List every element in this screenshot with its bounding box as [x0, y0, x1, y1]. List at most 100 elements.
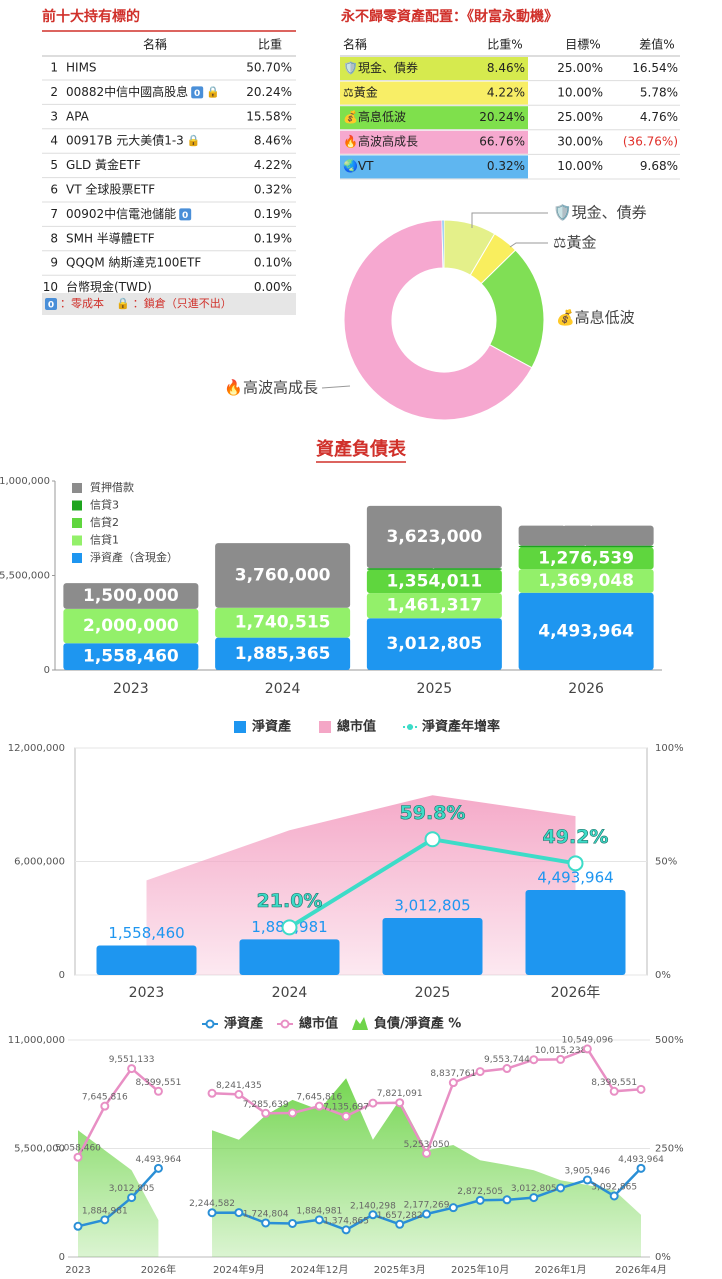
allocation-cell: 4.22% [487, 85, 525, 99]
allocation-cell: 🔥高波高成長 [343, 134, 418, 149]
line-point [207, 1088, 217, 1098]
x-tick-label: 2026年1月 [535, 1263, 587, 1276]
growth-label: 49.2% [543, 826, 609, 848]
x-tick-label: 2026年 [141, 1263, 176, 1276]
bar-segment [366, 593, 502, 619]
line-point [341, 1111, 351, 1121]
allocation-cell: 5.78% [640, 85, 678, 99]
bar [239, 939, 340, 975]
bar [525, 889, 626, 975]
lock-icon: 🔒 [187, 134, 201, 147]
bar-value-label: 3,623,000 [387, 527, 483, 547]
legend-label: 信貸2 [90, 515, 119, 529]
row-number: 4 [50, 134, 58, 148]
line-point [73, 1221, 83, 1231]
line-point [448, 1203, 458, 1213]
y-tick-label: 12,000,000 [8, 743, 65, 754]
y-tick-label: 0 [44, 665, 50, 676]
bar-value-label: 1,276,539 [538, 548, 634, 568]
legend-label: 淨資產 [224, 1016, 263, 1032]
leader-line [471, 212, 548, 228]
holding-weight: 8.46% [254, 134, 292, 148]
line-point [261, 1108, 271, 1118]
holding-name: APA [66, 109, 90, 123]
allocation-cell: 10.00% [557, 85, 603, 99]
line-point [636, 1084, 646, 1094]
donut-label: 💰高息低波 [556, 309, 635, 327]
holding-weight: 0.00% [254, 280, 292, 294]
line-point [207, 1208, 217, 1218]
point-label: 5,253,050 [404, 1140, 450, 1150]
point-label: 8,399,551 [136, 1078, 182, 1088]
legend-dot [205, 1019, 215, 1029]
donut-segment [441, 219, 445, 269]
x-tick-label: 2023 [65, 1265, 90, 1276]
point-label: 8,837,761 [430, 1069, 476, 1079]
donut-label: 🔥高波高成長 [224, 379, 318, 397]
line-point [556, 1183, 566, 1193]
holding-name: SMH 半導體ETF [66, 231, 155, 245]
holding-name: QQQM 納斯達克100ETF [66, 256, 201, 270]
line-point [567, 855, 584, 872]
bar-value-label: 3,760,000 [235, 565, 331, 585]
line-point [287, 1108, 297, 1118]
growth-label: 59.8% [400, 802, 466, 824]
line-point [609, 1191, 619, 1201]
allocation-cell: 💰高息低波 [343, 109, 406, 124]
point-label: 3,012,805 [511, 1184, 557, 1194]
line-point [582, 1044, 592, 1054]
holding-weight: 15.58% [246, 109, 292, 123]
line-point [475, 1067, 485, 1077]
legend-label: 總市值 [299, 1016, 338, 1032]
bar-value-label: 1,558,460 [83, 647, 179, 667]
row-number: 8 [50, 231, 58, 245]
legend-label: 淨資產 [252, 719, 291, 735]
point-label: 1,884,981 [82, 1206, 128, 1216]
row-highlight [340, 130, 528, 154]
column-header: 差值% [639, 37, 674, 52]
bar-segment [518, 525, 654, 546]
y2-tick-label: 500% [655, 1035, 684, 1046]
bar [382, 918, 483, 975]
holding-weight: 0.19% [254, 231, 292, 245]
row-highlight [340, 81, 528, 105]
y-tick-label: 11,000,000 [0, 476, 50, 487]
line-point [609, 1086, 619, 1096]
bar-segment [366, 568, 502, 570]
bar-segment [63, 583, 199, 609]
donut-label: ⚖黃金 [553, 234, 596, 252]
holding-name: HIMS [66, 61, 97, 75]
bar-value-label: 1,461,317 [387, 596, 483, 616]
x-tick-label: 2025年10月 [451, 1263, 509, 1276]
legend-swatch [352, 1017, 369, 1030]
holding-name: VT 全球股票ETF [66, 182, 155, 197]
legend-swatch [72, 518, 82, 528]
line-point [395, 1098, 405, 1108]
zero-cost-icon: 0 [182, 211, 188, 221]
bar-segment [215, 543, 351, 608]
column-header: 目標% [565, 38, 600, 52]
line-point [153, 1163, 163, 1173]
legend-dot [280, 1019, 290, 1029]
bar-value-label: 4,493,964 [538, 621, 634, 641]
holdings-title: 前十大持有標的 [42, 8, 140, 25]
allocation-cell: 16.54% [632, 61, 678, 75]
point-label: 2,177,269 [404, 1201, 450, 1211]
zero-cost-icon: 0 [48, 301, 54, 311]
allocation-cell: 4.76% [640, 110, 678, 124]
x-tick-label: 2024 [272, 985, 308, 1001]
holding-weight: 0.19% [254, 207, 292, 221]
allocation-cell: 25.00% [557, 110, 603, 124]
column-header: 比重 [258, 38, 282, 52]
bar-value-label: 1,369,048 [538, 571, 634, 591]
row-number: 6 [50, 183, 58, 197]
legend-swatch [234, 721, 246, 733]
allocation-cell: 66.76% [479, 135, 525, 149]
y-tick-label: 11,000,000 [8, 1035, 65, 1046]
line-point [636, 1163, 646, 1173]
lock-icon: 🔒 [116, 297, 130, 310]
point-label: 1,374,865 [323, 1216, 369, 1226]
leader-line [321, 385, 351, 389]
x-tick-label: 2024年12月 [290, 1263, 348, 1276]
row-number: 1 [50, 61, 58, 75]
